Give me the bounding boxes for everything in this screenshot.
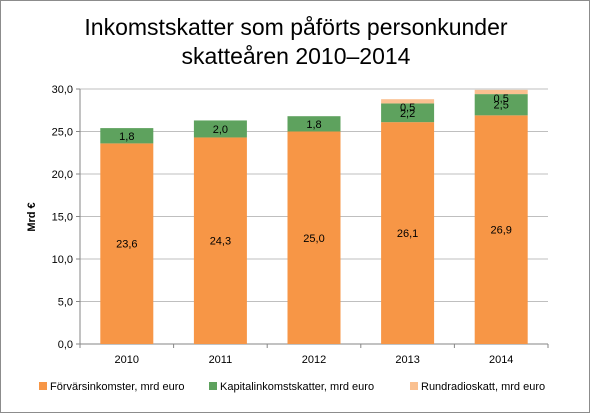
chart-title-line-1: Inkomstskatter som påförts personkunder: [84, 14, 507, 40]
bar-segment: [381, 103, 435, 123]
legend-label: Rundradioskatt, mrd euro: [421, 381, 545, 393]
data-label: 25,0: [303, 233, 324, 245]
x-tick-label: 2010: [115, 354, 139, 366]
bar-segment: [381, 122, 435, 345]
legend-label: Förvärsinkomster, mrd euro: [50, 381, 184, 393]
y-tick-label: 30,0: [52, 84, 73, 96]
bar-segment: [193, 120, 247, 138]
data-label: 0,5: [400, 102, 415, 114]
bar-segment: [474, 89, 528, 95]
data-label: 26,9: [490, 225, 511, 237]
data-label: 1,8: [306, 119, 321, 131]
y-tick-label: 5,0: [58, 297, 73, 309]
data-label: 2,5: [494, 100, 509, 112]
y-tick-label: 0,0: [58, 339, 73, 351]
legend-swatch: [410, 382, 418, 390]
bar-segment: [381, 99, 435, 104]
y-axis-title: Mrd €: [26, 202, 38, 231]
bar-segment: [287, 131, 341, 344]
bar-segment: [100, 128, 154, 144]
data-label: 26,1: [397, 228, 418, 240]
data-label: 0,5: [494, 93, 509, 105]
x-tick-label: 2012: [302, 354, 326, 366]
data-label: 2,0: [213, 124, 228, 136]
chart-title-line-2: skatteåren 2010–2014: [182, 43, 411, 69]
y-tick-label: 15,0: [52, 212, 73, 224]
bar-segment: [193, 137, 247, 344]
data-label: 24,3: [210, 236, 231, 248]
legend-swatch: [39, 382, 47, 390]
bar-segment: [100, 143, 154, 344]
y-tick-label: 25,0: [52, 127, 73, 139]
data-label: 2,2: [400, 108, 415, 120]
bar-segment: [474, 115, 528, 344]
bar-segment: [287, 116, 341, 132]
legend-swatch: [209, 382, 217, 390]
bar-segment: [474, 94, 528, 116]
x-tick-label: 2011: [209, 354, 233, 366]
data-label: 1,8: [119, 131, 134, 143]
y-tick-label: 10,0: [52, 254, 73, 266]
y-tick-label: 20,0: [52, 169, 73, 181]
x-tick-label: 2013: [395, 354, 419, 366]
legend-label: Kapitalinkomstskatter, mrd euro: [220, 381, 374, 393]
data-label: 23,6: [116, 239, 137, 251]
x-tick-label: 2014: [489, 354, 513, 366]
